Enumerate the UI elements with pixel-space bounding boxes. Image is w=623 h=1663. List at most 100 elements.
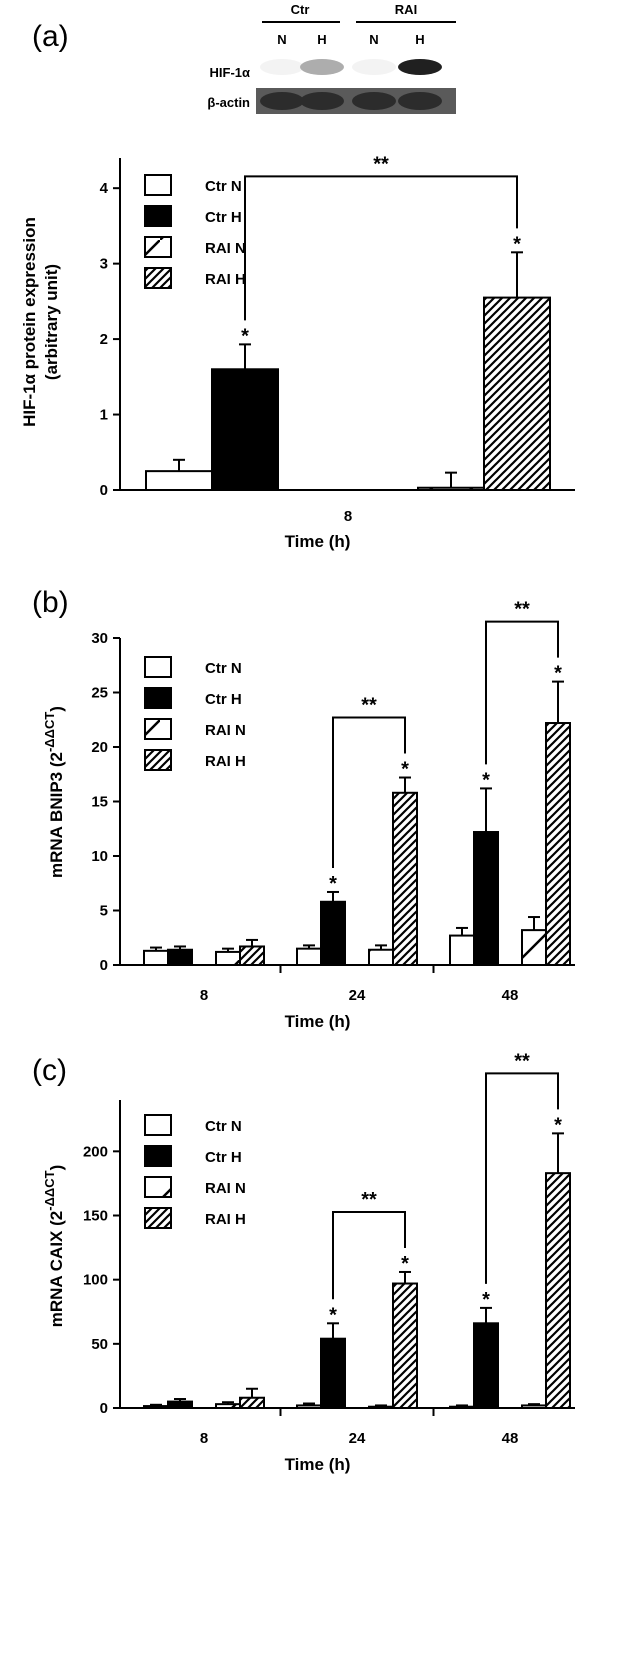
legend-label: Ctr N — [205, 178, 242, 195]
bar — [449, 934, 475, 967]
y-tick-label: 0 — [100, 957, 108, 974]
y-tick-label: 100 — [83, 1272, 108, 1289]
blot-lane-4-label: H — [415, 32, 424, 47]
blot-band-row1-lane4 — [398, 59, 442, 75]
blot-band-row2-lane4 — [398, 92, 442, 110]
y-tick-label: 0 — [100, 1400, 108, 1417]
blot-band-row2-lane1 — [260, 92, 304, 110]
bracket-label: ** — [514, 599, 530, 621]
bar — [368, 948, 394, 966]
bar — [215, 950, 241, 966]
legend-swatch — [144, 1207, 172, 1229]
x-axis-title: Time (h) — [285, 1455, 351, 1474]
x-tick-label: 24 — [349, 987, 366, 1004]
x-tick-label: 48 — [502, 987, 519, 1004]
bar — [417, 486, 485, 491]
legend-swatch — [144, 1114, 172, 1136]
y-tick-label: 10 — [91, 848, 108, 865]
blot-group-rai: RAI — [395, 2, 417, 17]
y-axis-subtitle: (arbitrary unit) — [42, 264, 61, 380]
blot-lane-1-label: N — [277, 32, 286, 47]
significance-bracket — [485, 1072, 559, 1284]
legend-label: RAI N — [205, 240, 246, 257]
bracket-label: ** — [514, 1050, 530, 1072]
bar — [483, 296, 551, 491]
legend-label: Ctr H — [205, 209, 242, 226]
bracket-label: ** — [361, 1189, 377, 1211]
legend-swatch — [144, 749, 172, 771]
bar — [320, 900, 346, 967]
y-tick-label: 3 — [100, 256, 108, 273]
blot-band-row2-lane3 — [352, 92, 396, 110]
x-tick-label: 8 — [344, 508, 352, 525]
bar — [167, 948, 193, 966]
y-axis-title: mRNA CAIX (2-ΔΔCT) — [42, 1165, 66, 1328]
significance-star: * — [401, 1253, 409, 1275]
legend-label: Ctr N — [205, 1118, 242, 1135]
bracket-label: ** — [361, 695, 377, 717]
blot-band-row1-lane1 — [260, 59, 304, 75]
significance-star: * — [482, 1289, 490, 1311]
significance-star: * — [401, 759, 409, 781]
bar — [545, 1172, 571, 1410]
legend-swatch — [144, 656, 172, 678]
bar — [368, 1405, 394, 1410]
bar — [215, 1403, 241, 1410]
legend-label: Ctr H — [205, 691, 242, 708]
significance-bracket — [244, 175, 518, 321]
y-tick-label: 15 — [91, 794, 108, 811]
legend-label: RAI H — [205, 271, 246, 288]
legend-label: RAI N — [205, 722, 246, 739]
panel-a-label: (a) — [32, 20, 69, 53]
significance-star: * — [482, 769, 490, 791]
bar — [239, 1396, 265, 1409]
y-tick-label: 150 — [83, 1208, 108, 1225]
legend-label: Ctr H — [205, 1149, 242, 1166]
x-tick-label: 24 — [349, 1430, 366, 1447]
bar — [545, 722, 571, 967]
blot-band-row2-lane2 — [300, 92, 344, 110]
legend-label: RAI H — [205, 753, 246, 770]
significance-star: * — [513, 233, 521, 255]
bar — [320, 1337, 346, 1409]
bar — [521, 929, 547, 966]
western-blot: Ctr RAI N H N H HIF-1α β-actin — [207, 2, 456, 114]
legend-swatch — [144, 718, 172, 740]
y-tick-label: 20 — [91, 739, 108, 756]
bar — [211, 368, 279, 492]
bracket-label: ** — [373, 153, 389, 175]
bar — [392, 1282, 418, 1410]
significance-star: * — [241, 325, 249, 347]
bar — [145, 470, 213, 491]
bar — [143, 1405, 169, 1409]
bar — [296, 1404, 322, 1410]
y-axis-title: mRNA BNIP3 (2-ΔΔCT) — [42, 706, 66, 878]
y-tick-label: 30 — [91, 630, 108, 647]
blot-lane-2-label: H — [317, 32, 326, 47]
y-tick-label: 0 — [100, 482, 108, 499]
significance-star: * — [329, 873, 337, 895]
legend-swatch — [144, 205, 172, 227]
x-tick-label: 8 — [200, 987, 208, 1004]
bar — [392, 791, 418, 967]
y-tick-label: 25 — [91, 685, 108, 702]
y-tick-label: 200 — [83, 1143, 108, 1160]
x-axis-title: Time (h) — [285, 532, 351, 551]
legend-label: Ctr N — [205, 660, 242, 677]
blot-row-actin-label: β-actin — [207, 95, 250, 110]
bar — [473, 831, 499, 967]
significance-star: * — [554, 1114, 562, 1136]
bar — [143, 949, 169, 967]
bar — [473, 1322, 499, 1410]
y-tick-label: 1 — [100, 407, 108, 424]
y-tick-label: 4 — [100, 180, 109, 197]
x-axis-title: Time (h) — [285, 1012, 351, 1031]
y-axis-title: HIF-1α protein expression — [20, 217, 39, 427]
bar — [167, 1400, 193, 1410]
panel-c-label: (c) — [32, 1054, 67, 1087]
y-tick-label: 5 — [100, 903, 108, 920]
legend-swatch — [144, 267, 172, 289]
